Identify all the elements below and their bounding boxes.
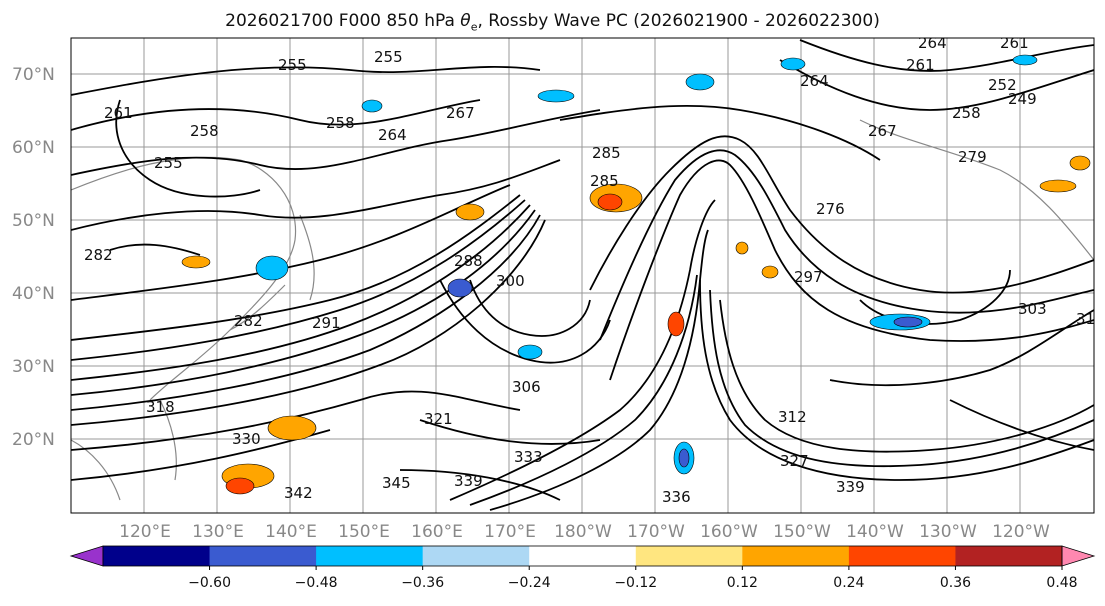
lat-label: 40°N xyxy=(12,284,55,304)
contour-label: 285 xyxy=(590,172,619,190)
contour-label: 264 xyxy=(800,72,829,90)
contour-label: 267 xyxy=(446,104,475,122)
colorbar-frame xyxy=(102,545,1063,567)
contour-label: 315 xyxy=(1076,310,1105,328)
lon-label: 160°W xyxy=(700,522,758,542)
contour-label: 333 xyxy=(514,448,543,466)
colorbar-segment xyxy=(103,546,211,566)
map-content: 255 258 261 264 267 264 261 258 255 249 … xyxy=(71,34,1105,513)
title-prefix: 2026021700 F000 850 hPa xyxy=(225,11,461,31)
colorbar-segment xyxy=(422,546,530,566)
contour-label: 336 xyxy=(662,488,691,506)
contour-label: 285 xyxy=(592,144,621,162)
contour-label: 318 xyxy=(146,398,175,416)
lon-label: 160°E xyxy=(411,522,463,542)
theta-subscript: e xyxy=(470,20,478,34)
contour-label: 267 xyxy=(868,122,897,140)
contour-label: 255 xyxy=(278,56,307,74)
contour-label: 258 xyxy=(952,104,981,122)
contour-labels: 255 258 261 264 267 264 261 258 255 249 … xyxy=(84,34,1105,506)
colorbar-segment xyxy=(635,546,743,566)
lon-label: 120°E xyxy=(119,522,171,542)
lon-label: 150°E xyxy=(338,522,390,542)
contour-label: 339 xyxy=(454,472,483,490)
colorbar-segment xyxy=(209,546,317,566)
contour-label: 258 xyxy=(190,122,219,140)
colorbar-segment xyxy=(316,546,424,566)
contour-label: 279 xyxy=(958,148,987,166)
lat-label: 60°N xyxy=(12,138,55,158)
colorbar-tick-label: 0.48 xyxy=(1046,575,1077,591)
contour-label: 288 xyxy=(454,252,483,270)
colorbar-tick-label: −0.48 xyxy=(295,575,338,591)
colorbar-tick-label: 0.36 xyxy=(940,575,971,591)
latitude-labels: 70°N 60°N 50°N 40°N 30°N 20°N xyxy=(12,65,55,450)
lon-label: 130°E xyxy=(192,522,244,542)
colorbar-tick-label: 0.12 xyxy=(727,575,758,591)
colorbar-segment xyxy=(955,546,1063,566)
contour-label: 252 xyxy=(988,76,1017,94)
colorbar-tick-label: −0.36 xyxy=(401,575,444,591)
contour-label: 276 xyxy=(816,200,845,218)
contour-label: 249 xyxy=(1008,90,1037,108)
colorbar-segment xyxy=(529,546,637,566)
graticule xyxy=(71,38,1094,513)
coastlines xyxy=(71,119,1094,501)
contour-label: 345 xyxy=(382,474,411,492)
map-border xyxy=(70,37,1095,514)
pc-anomaly-fills xyxy=(181,54,1091,495)
title-suffix: , Rossby Wave PC (2026021900 - 202602230… xyxy=(477,11,880,31)
map-title: 2026021700 F000 850 hPa θe, Rossby Wave … xyxy=(0,11,1105,33)
contour-label: 282 xyxy=(234,312,263,330)
contour-label: 330 xyxy=(232,430,261,448)
colorbar-extend-low xyxy=(69,545,104,567)
contour-label: 261 xyxy=(104,104,133,122)
colorbar-tick-label: 0.24 xyxy=(833,575,864,591)
lat-label: 30°N xyxy=(12,357,55,377)
contour-label: 282 xyxy=(84,246,113,264)
lat-label: 70°N xyxy=(12,65,55,85)
lon-label: 130°W xyxy=(919,522,977,542)
lon-label: 170°E xyxy=(484,522,536,542)
contour-label: 261 xyxy=(906,56,935,74)
lon-label: 150°W xyxy=(773,522,831,542)
colorbar-tick-label: −0.24 xyxy=(508,575,551,591)
colorbar-tick-label: −0.12 xyxy=(614,575,657,591)
contour-label: 339 xyxy=(836,478,865,496)
contour-label: 303 xyxy=(1018,300,1047,318)
lon-label: 140°W xyxy=(846,522,904,542)
contour-label: 297 xyxy=(794,268,823,286)
contour-label: 342 xyxy=(284,484,313,502)
contour-label: 261 xyxy=(1000,34,1029,52)
colorbar xyxy=(69,545,1096,567)
contour-label: 327 xyxy=(780,452,809,470)
theta-symbol: θ xyxy=(460,11,471,31)
contour-label: 321 xyxy=(424,410,453,428)
contour-label: 264 xyxy=(918,34,947,52)
contour-label: 258 xyxy=(326,114,355,132)
colorbar-extend-high xyxy=(1061,545,1096,567)
longitude-labels: 120°E 130°E 140°E 150°E 160°E 170°E 180°… xyxy=(119,522,1050,542)
lon-label: 180°W xyxy=(554,522,612,542)
lat-label: 20°N xyxy=(12,430,55,450)
lat-label: 50°N xyxy=(12,211,55,231)
contour-label: 306 xyxy=(512,378,541,396)
contour-label: 291 xyxy=(312,314,341,332)
lon-label: 120°W xyxy=(992,522,1050,542)
colorbar-segment xyxy=(742,546,850,566)
colorbar-segment xyxy=(848,546,956,566)
contour-label: 255 xyxy=(374,48,403,66)
contour-label: 312 xyxy=(778,408,807,426)
contour-label: 264 xyxy=(378,126,407,144)
colorbar-tick-label: −0.60 xyxy=(188,575,231,591)
lon-label: 140°E xyxy=(265,522,317,542)
lon-label: 170°W xyxy=(627,522,685,542)
contour-label: 255 xyxy=(154,154,183,172)
contour-label: 300 xyxy=(496,272,525,290)
colorbar-ticks: −0.60 −0.48 −0.36 −0.24 −0.12 0.12 0.24 0.36 0.4… xyxy=(188,566,1078,591)
